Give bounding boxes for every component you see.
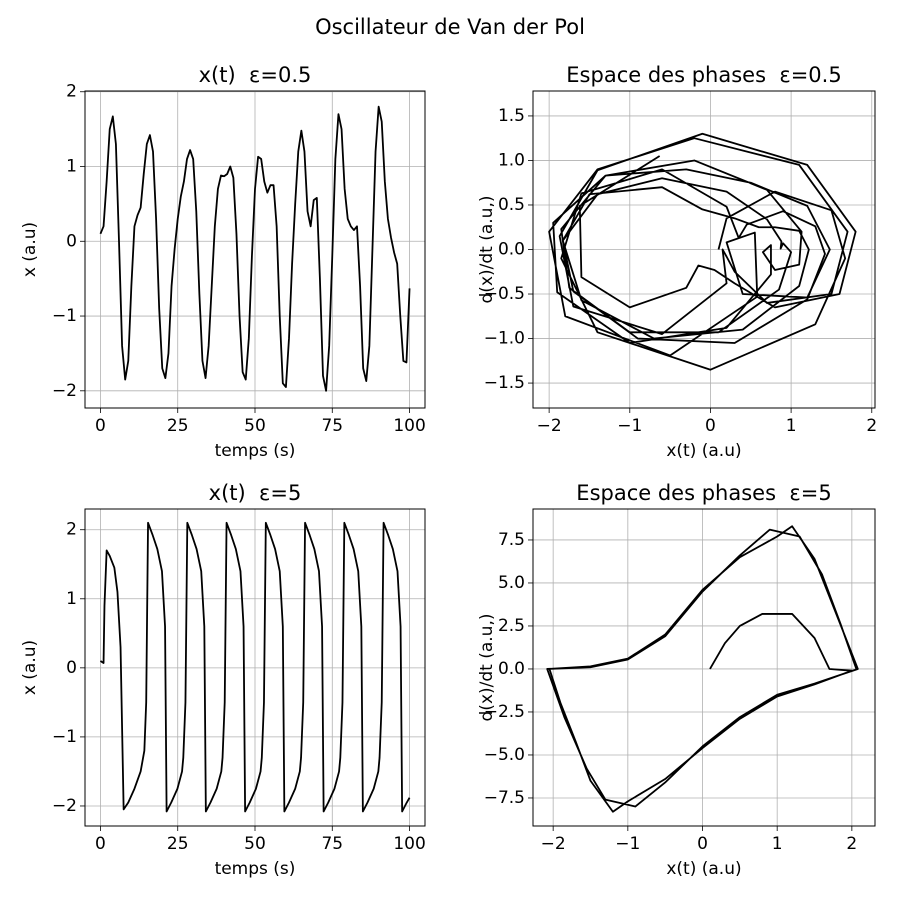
y-axis-label: x (a.u) <box>20 222 40 277</box>
y-axis-label: d(x)/dt (a.u,) <box>477 614 497 722</box>
x-tick-label: 0 <box>95 416 106 436</box>
y-tick-label: 0 <box>66 231 77 251</box>
plot-area <box>99 521 411 813</box>
x-tick-label: 25 <box>167 834 189 854</box>
y-tick-label: 1.5 <box>498 106 525 126</box>
axes-frame <box>532 508 876 827</box>
figure-title: Oscillateur de Van der Pol <box>315 15 585 39</box>
x-tick-label: 0 <box>95 834 106 854</box>
x-tick-label: 50 <box>244 416 266 436</box>
data-line <box>99 521 411 813</box>
y-tick-label: 1.0 <box>498 150 525 170</box>
data-line <box>546 525 859 813</box>
y-tick-label: −2 <box>52 796 77 816</box>
x-axis-label: temps (s) <box>215 859 296 879</box>
y-tick-label: 0 <box>66 658 77 678</box>
x-tick-label: 0 <box>697 834 708 854</box>
y-tick-label: 1 <box>66 157 77 177</box>
y-tick-label: −2 <box>52 381 77 401</box>
y-tick-label: −1.0 <box>484 329 525 349</box>
x-tick-label: −1 <box>617 416 642 436</box>
axes-frame <box>84 508 426 827</box>
y-tick-label: 0.0 <box>498 240 525 260</box>
y-tick-label: 2 <box>66 520 77 540</box>
y-tick-label: 0.0 <box>498 659 525 679</box>
y-tick-label: −1 <box>52 306 77 326</box>
y-tick-label: 5.0 <box>498 573 525 593</box>
y-tick-label: 7.5 <box>498 530 525 550</box>
x-axis-label: x(t) (a.u) <box>666 441 741 461</box>
y-tick-label: −1.5 <box>484 373 525 393</box>
plot-area <box>548 132 857 371</box>
x-axis-label: temps (s) <box>215 441 296 461</box>
x-tick-label: 50 <box>244 834 266 854</box>
x-tick-label: 75 <box>321 416 343 436</box>
x-tick-label: 1 <box>772 834 783 854</box>
y-tick-label: 1 <box>66 589 77 609</box>
x-tick-label: 75 <box>321 834 343 854</box>
x-axis-label: x(t) (a.u) <box>666 859 741 879</box>
y-axis-label: d(x)/dt (a.u,) <box>477 196 497 304</box>
data-line <box>548 132 857 371</box>
x-tick-label: 2 <box>866 416 877 436</box>
plot-area <box>99 105 411 392</box>
plot-area <box>546 525 859 813</box>
subplot-title: x(t) ε=0.5 <box>199 63 312 87</box>
x-tick-label: 1 <box>786 416 797 436</box>
y-tick-label: 0.5 <box>498 195 525 215</box>
x-tick-label: −2 <box>537 416 562 436</box>
y-tick-label: −7.5 <box>484 788 525 808</box>
y-tick-label: −2.5 <box>484 702 525 722</box>
axes-frame <box>84 90 426 409</box>
x-tick-label: −1 <box>615 834 640 854</box>
x-tick-label: 100 <box>393 416 425 436</box>
y-tick-label: 2.5 <box>498 616 525 636</box>
subplot-title: x(t) ε=5 <box>209 481 302 505</box>
axes-frame <box>532 90 876 409</box>
subplot-title: Espace des phases ε=5 <box>576 481 831 505</box>
y-tick-label: 2 <box>66 82 77 102</box>
y-axis-label: x (a.u) <box>20 640 40 695</box>
y-tick-label: −1 <box>52 727 77 747</box>
y-tick-label: −0.5 <box>484 284 525 304</box>
x-tick-label: 2 <box>846 834 857 854</box>
x-tick-label: 0 <box>705 416 716 436</box>
x-tick-label: 100 <box>393 834 425 854</box>
x-tick-label: 25 <box>167 416 189 436</box>
x-tick-label: −2 <box>541 834 566 854</box>
y-tick-label: −5.0 <box>484 745 525 765</box>
subplot-title: Espace des phases ε=0.5 <box>566 63 841 87</box>
data-line <box>99 105 411 392</box>
